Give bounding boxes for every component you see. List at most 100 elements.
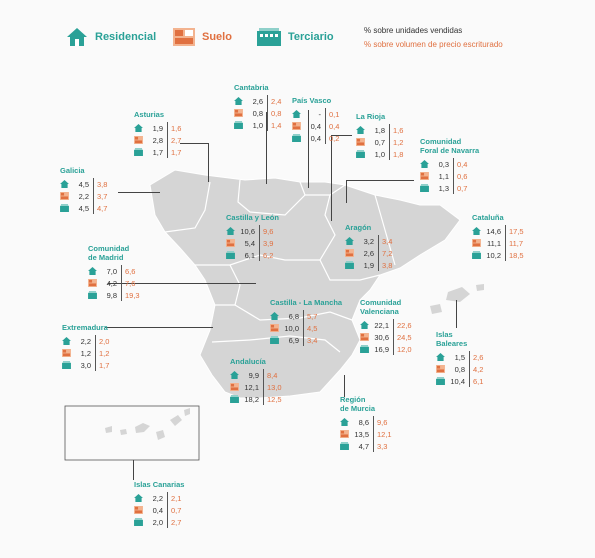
pct-price-value: 6,2 [263, 250, 274, 260]
region-cataluna[interactable]: Cataluña 14,6 17,5 11,1 11,7 10,2 18,5 [472, 213, 524, 261]
region-cantabria[interactable]: Cantabria 2,6 2,4 0,8 0,8 1,0 1,4 [234, 83, 281, 131]
terciario-icon [134, 148, 143, 156]
value-divider [167, 516, 168, 528]
pct-price-value: 13,0 [267, 382, 282, 392]
region-baleares[interactable]: Islas Baleares 1,5 2,6 0,8 4,2 10,4 6,1 [436, 330, 483, 387]
value-divider [95, 335, 96, 347]
value-divider [453, 158, 454, 170]
pct-units-value: 11,1 [486, 238, 501, 248]
value-divider [303, 310, 304, 322]
suelo-icon [356, 138, 365, 146]
suelo-icon [472, 239, 481, 247]
region-name: Andalucía [230, 357, 266, 366]
row-terciario: 9,8 19,3 [88, 289, 140, 301]
pct-price-value: 12,1 [377, 429, 392, 439]
pct-price-value: 6,6 [125, 266, 136, 276]
balearic-islands [430, 284, 484, 314]
pct-price-value: 3,7 [97, 191, 108, 201]
row-terciario: 18,2 12,5 [230, 393, 282, 405]
value-divider [389, 136, 390, 148]
legend-residencial: Residencial [65, 27, 156, 47]
residencial-icon [340, 418, 349, 426]
pct-price-value: 24,5 [397, 332, 412, 342]
pct-units-value: 13,5 [354, 429, 369, 439]
row-suelo: 12,1 13,0 [230, 381, 282, 393]
region-galicia[interactable]: Galicia 4,5 3,8 2,2 3,7 4,5 4,7 [60, 166, 107, 214]
pct-price-value: 11,7 [509, 238, 524, 248]
pct-units-value: 2,6 [363, 248, 374, 258]
region-extremadura[interactable]: Extremadura 2,2 2,0 1,2 1,2 3,0 1,7 [62, 323, 109, 371]
row-terciario: 1,0 1,4 [234, 119, 281, 131]
value-divider [259, 237, 260, 249]
legend-note-price: % sobre volumen de precio escriturado [364, 40, 503, 49]
pct-units-value: 6,8 [288, 311, 299, 321]
region-navarra[interactable]: Comunidad Foral de Navarra 0,3 0,4 1,1 0,6 1,… [420, 137, 479, 194]
residencial-icon [270, 312, 279, 320]
region-madrid[interactable]: Comunidad de Madrid 7,0 6,6 4,2 7,6 9,8 19,3 [88, 244, 140, 301]
value-divider [325, 132, 326, 144]
pct-units-value: 4,2 [106, 278, 117, 288]
residencial-icon [472, 227, 481, 235]
region-pais-vasco[interactable]: País Vasco -0,1 0,4 0,4 0,4 0,2 [292, 96, 339, 144]
region-andalucia[interactable]: Andalucía 9,9 8,4 12,1 13,0 18,2 12,5 [230, 357, 282, 405]
pct-units-value: 1,8 [374, 125, 385, 135]
value-divider [378, 235, 379, 247]
pct-price-value: 9,6 [263, 226, 274, 236]
pct-units-value: 3,0 [80, 360, 91, 370]
terciario-icon [420, 184, 429, 192]
terciario-icon [60, 204, 69, 212]
value-divider [121, 289, 122, 301]
pct-units-value: 16,9 [374, 344, 389, 354]
region-name: País Vasco [292, 96, 332, 105]
pct-price-value: 0,2 [329, 133, 340, 143]
value-divider [263, 381, 264, 393]
legend-suelo-label: Suelo [202, 31, 232, 43]
value-divider [469, 363, 470, 375]
row-terciario: 6,9 3,4 [270, 334, 342, 346]
terciario-icon [345, 261, 354, 269]
region-murcia[interactable]: Región de Murcia 8,6 9,6 13,5 12,1 4,7 3,3 [340, 395, 392, 452]
row-suelo: 5,4 3,9 [226, 237, 279, 249]
region-castilla-leon[interactable]: Castilla y León 10,6 9,6 5,4 3,9 6,1 6,2 [226, 213, 279, 261]
leader-line-baleares [456, 300, 458, 328]
row-suelo: 1,2 1,2 [62, 347, 109, 359]
pct-units-value: 4,5 [78, 179, 89, 189]
pct-units-value: 2,6 [252, 96, 263, 106]
value-divider [267, 95, 268, 107]
pct-price-value: 5,7 [307, 311, 318, 321]
row-terciario: 3,0 1,7 [62, 359, 109, 371]
suelo-icon [88, 279, 97, 287]
row-suelo: 4,2 7,6 [88, 277, 140, 289]
value-divider [453, 182, 454, 194]
leader-line-navarra [346, 180, 414, 203]
pct-price-value: 3,4 [307, 335, 318, 345]
pct-units-value: 1,9 [152, 123, 163, 133]
region-name: Aragón [345, 223, 372, 232]
pct-units-value: 1,2 [80, 348, 91, 358]
legend-suelo: Suelo [172, 27, 232, 47]
value-divider [303, 334, 304, 346]
pct-price-value: 0,4 [457, 159, 468, 169]
pct-units-value: 1,0 [252, 120, 263, 130]
pct-price-value: 1,7 [99, 360, 110, 370]
row-residencial: 3,2 3,4 [345, 235, 392, 247]
region-name: Comunidad Valenciana [360, 298, 402, 316]
leader-line-murcia [344, 375, 346, 397]
legend-terciario: Terciario [256, 27, 334, 47]
region-castilla-la-mancha[interactable]: Castilla - La Mancha 6,8 5,7 10,0 4,5 6,9 3,4 [270, 298, 342, 346]
row-residencial: 8,6 9,6 [340, 416, 392, 428]
pct-price-value: 2,4 [271, 96, 282, 106]
row-residencial: 4,5 3,8 [60, 178, 107, 190]
residencial-icon [436, 353, 445, 361]
region-canarias[interactable]: Islas Canarias 2,2 2,1 0,4 0,7 2,0 2,7 [134, 480, 184, 528]
region-asturias[interactable]: Asturias 1,9 1,6 2,8 2,7 1,7 1,7 [134, 110, 181, 158]
region-la-rioja[interactable]: La Rioja 1,8 1,6 0,7 1,2 1,0 1,8 [356, 112, 403, 160]
suelo-icon [134, 506, 143, 514]
region-valenciana[interactable]: Comunidad Valenciana 22,1 22,6 30,6 24,5 16,9… [360, 298, 412, 355]
region-aragon[interactable]: Aragón 3,2 3,4 2,6 7,2 1,9 3,8 [345, 223, 392, 271]
pct-price-value: 1,6 [393, 125, 404, 135]
suelo-icon [134, 136, 143, 144]
row-suelo: 0,7 1,2 [356, 136, 403, 148]
value-divider [263, 369, 264, 381]
leader-line-galicia [118, 192, 160, 194]
